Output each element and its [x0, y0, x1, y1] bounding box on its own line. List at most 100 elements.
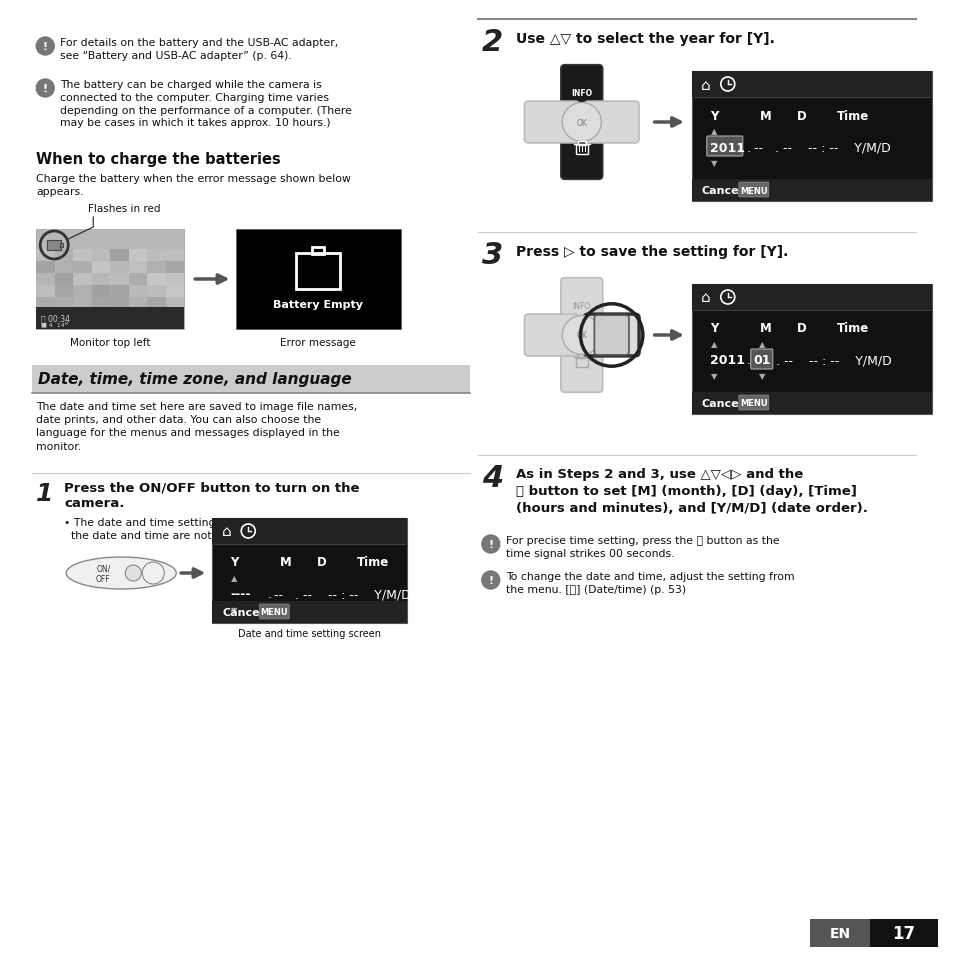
Bar: [111, 297, 129, 310]
FancyBboxPatch shape: [706, 137, 742, 157]
Bar: [578, 142, 585, 146]
Text: INFO: INFO: [572, 301, 590, 311]
Text: EN: EN: [828, 926, 850, 940]
Bar: [129, 274, 147, 286]
Bar: [129, 286, 147, 297]
Text: When to charge the batteries: When to charge the batteries: [36, 152, 281, 167]
Text: 2011: 2011: [709, 141, 744, 154]
Text: .: .: [746, 355, 750, 367]
Circle shape: [481, 572, 499, 589]
Text: Time: Time: [836, 110, 868, 122]
Text: Battery Empty: Battery Empty: [273, 299, 363, 310]
FancyBboxPatch shape: [594, 315, 628, 355]
Bar: [73, 297, 91, 310]
Bar: [36, 274, 54, 286]
Text: 4: 4: [481, 463, 502, 493]
Text: Time: Time: [356, 556, 389, 569]
Text: .: .: [267, 588, 271, 601]
Text: 🎥 00:34: 🎥 00:34: [41, 314, 71, 323]
Bar: [166, 297, 184, 310]
Text: Y: Y: [709, 110, 718, 122]
Text: M: M: [759, 110, 771, 122]
Text: D: D: [796, 322, 805, 335]
Bar: [111, 262, 129, 274]
Ellipse shape: [66, 558, 176, 589]
Text: ▲: ▲: [710, 128, 717, 136]
Text: Date and time setting screen: Date and time setting screen: [237, 628, 380, 639]
Bar: [236, 230, 401, 330]
Text: !: !: [43, 85, 48, 94]
Bar: [129, 297, 147, 310]
Text: 3: 3: [481, 241, 502, 270]
Text: For precise time setting, press the Ⓞ button as the
time signal strikes 00 secon: For precise time setting, press the Ⓞ bu…: [505, 536, 779, 558]
Text: --   . --    -- : --    Y/M/D: -- . -- -- : -- Y/M/D: [274, 588, 411, 601]
Bar: [212, 518, 407, 544]
Bar: [111, 250, 129, 262]
Text: Press ▷ to save the setting for [Y].: Press ▷ to save the setting for [Y].: [516, 245, 787, 258]
Bar: [576, 145, 587, 154]
Text: ▼: ▼: [710, 159, 717, 169]
Text: !: !: [488, 576, 493, 586]
Bar: [691, 71, 931, 98]
Bar: [73, 250, 91, 262]
Text: OK: OK: [576, 118, 587, 128]
Text: Y: Y: [230, 556, 238, 569]
FancyBboxPatch shape: [524, 102, 578, 144]
Text: 2: 2: [481, 28, 502, 57]
Bar: [147, 310, 166, 322]
Bar: [54, 310, 73, 322]
Circle shape: [481, 536, 499, 554]
Text: Use △▽ to select the year for [Y].: Use △▽ to select the year for [Y].: [516, 32, 774, 46]
Bar: [54, 274, 73, 286]
Bar: [691, 393, 931, 415]
Circle shape: [142, 562, 164, 584]
Bar: [73, 274, 91, 286]
Text: MENU: MENU: [740, 399, 767, 408]
Bar: [36, 230, 184, 330]
Text: ▲: ▲: [231, 574, 237, 583]
Bar: [129, 250, 147, 262]
Text: ⌂: ⌂: [700, 291, 710, 305]
Bar: [36, 297, 54, 310]
Bar: [166, 262, 184, 274]
Bar: [54, 297, 73, 310]
Text: ▼: ▼: [710, 372, 717, 381]
Text: Time: Time: [836, 322, 868, 335]
Bar: [73, 286, 91, 297]
Text: Cancel: Cancel: [701, 186, 742, 195]
Bar: [869, 919, 937, 947]
Bar: [54, 250, 73, 262]
Bar: [91, 262, 111, 274]
Bar: [147, 262, 166, 274]
Text: • The date and time setting screen is displayed when
  the date and time are not: • The date and time setting screen is di…: [64, 517, 356, 540]
Bar: [212, 601, 407, 623]
Bar: [36, 308, 184, 330]
Text: ⌂: ⌂: [700, 77, 710, 92]
Bar: [578, 355, 585, 358]
Bar: [147, 274, 166, 286]
Text: --   . --    -- : --    Y/M/D: -- . -- -- : -- Y/M/D: [753, 141, 889, 154]
Circle shape: [36, 38, 54, 56]
Text: The date and time set here are saved to image file names,
date prints, and other: The date and time set here are saved to …: [36, 401, 357, 451]
Text: M: M: [280, 556, 292, 569]
FancyBboxPatch shape: [583, 102, 639, 144]
Bar: [147, 286, 166, 297]
Text: ----: ----: [230, 588, 251, 601]
Text: Cancel: Cancel: [222, 607, 263, 618]
Text: MENU: MENU: [260, 608, 288, 617]
Text: ▼: ▼: [231, 606, 237, 615]
Bar: [296, 253, 340, 290]
Text: 2011: 2011: [709, 355, 744, 367]
Text: !: !: [488, 540, 493, 550]
Text: Charge the battery when the error message shown below
appears.: Charge the battery when the error messag…: [36, 173, 351, 196]
Bar: [809, 919, 869, 947]
Bar: [147, 297, 166, 310]
Bar: [691, 180, 931, 202]
Bar: [91, 310, 111, 322]
Text: ▲: ▲: [710, 340, 717, 349]
Text: ■ 4  14ᴹ: ■ 4 14ᴹ: [41, 321, 69, 327]
Bar: [212, 518, 407, 623]
Text: 17: 17: [891, 924, 915, 942]
Bar: [91, 274, 111, 286]
Text: 1: 1: [36, 481, 53, 505]
